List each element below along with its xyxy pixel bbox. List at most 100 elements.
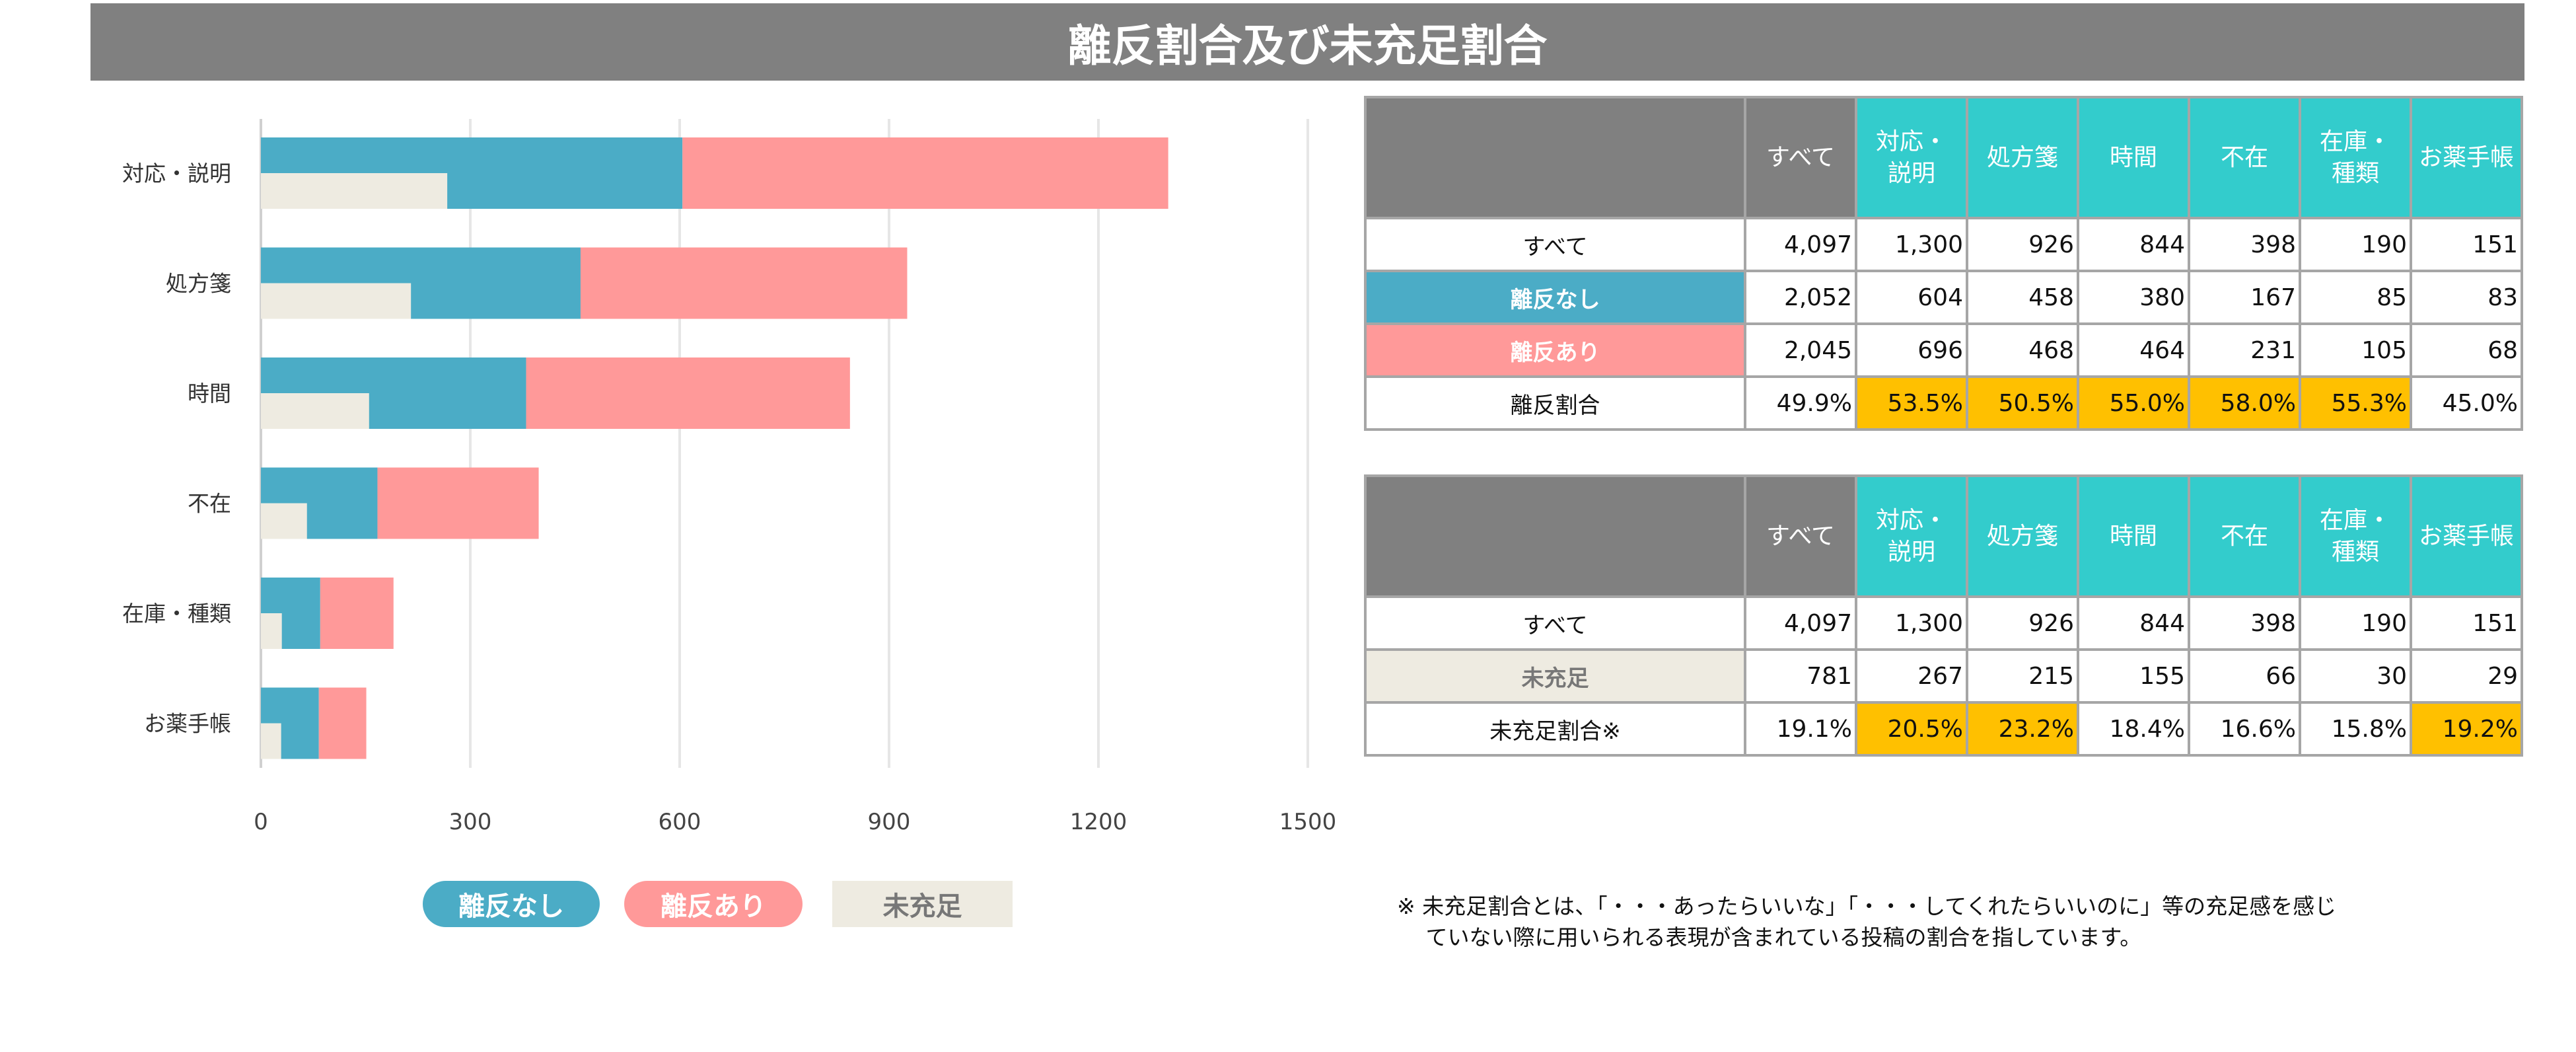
table-cell: 151: [2410, 595, 2523, 651]
bar-churn: [318, 687, 367, 759]
row-label: すべて: [1364, 595, 1746, 651]
column-header: 在庫・ 種類: [2299, 474, 2412, 598]
table-cell: 398: [2188, 217, 2301, 272]
table-row: 未充足 781 267 215 155 66 30 29: [1364, 648, 2523, 704]
table-cell: 151: [2410, 217, 2523, 272]
table-cell: 83: [2410, 270, 2523, 325]
table-cell: 45.0%: [2410, 375, 2523, 431]
table-cell: 49.9%: [1744, 375, 1857, 431]
page-title: 離反割合及び未充足割合: [90, 3, 2524, 81]
table-cell: 30: [2299, 648, 2412, 704]
legend-label: 未充足: [882, 891, 962, 922]
table-cell: 155: [2077, 648, 2190, 704]
table-cell: 380: [2077, 270, 2190, 325]
row-label: 未充足: [1364, 648, 1746, 704]
table-cell: 19.1%: [1744, 701, 1857, 757]
table-cell: 468: [1966, 322, 2079, 378]
table-cell: 1,300: [1855, 595, 1968, 651]
header-row: すべて 対応・ 説明 処方箋 時間 不在 在庫・ 種類 お薬手帳: [1364, 96, 2523, 219]
footnote: ※ 未充足割合とは、「・・・あったらいいな」「・・・してくれたらいいのに」等の充…: [1397, 891, 2533, 953]
header-row: すべて 対応・ 説明 処方箋 時間 不在 在庫・ 種類 お薬手帳: [1364, 474, 2523, 598]
column-header: 時間: [2077, 96, 2190, 219]
bar-churn: [526, 357, 850, 429]
table-row: 未充足割合※ 19.1% 20.5% 23.2% 18.4% 16.6% 15.8% 19.2…: [1364, 701, 2523, 757]
category-label: 対応・説明: [122, 161, 231, 186]
row-label: 離反なし: [1364, 270, 1746, 325]
corner-cell: [1364, 96, 1746, 219]
bar-unmet: [261, 393, 369, 429]
table-cell: 15.8%: [2299, 701, 2412, 757]
table-cell: 190: [2299, 217, 2412, 272]
legend-label: 離反なし: [458, 891, 564, 922]
bar-churn: [682, 137, 1168, 209]
column-header: 在庫・ 種類: [2299, 96, 2412, 219]
corner-cell: [1364, 474, 1746, 598]
category-label: 不在: [188, 491, 231, 517]
column-header: 対応・ 説明: [1855, 474, 1968, 598]
table-cell: 926: [1966, 595, 2079, 651]
table-cell: 105: [2299, 322, 2412, 378]
x-tick-label: 900: [868, 809, 911, 835]
table-cell: 167: [2188, 270, 2301, 325]
bar-churn: [580, 247, 908, 319]
x-tick-label: 1500: [1279, 809, 1337, 835]
table-cell: 20.5%: [1855, 701, 1968, 757]
bar-unmet: [261, 283, 411, 319]
table-cell: 53.5%: [1855, 375, 1968, 431]
column-header: 不在: [2188, 96, 2301, 219]
table-cell: 267: [1855, 648, 1968, 704]
category-label: お薬手帳: [144, 711, 231, 737]
table-cell: 50.5%: [1966, 375, 2079, 431]
x-tick-label: 600: [659, 809, 701, 835]
table-cell: 58.0%: [2188, 375, 2301, 431]
category-label: 時間: [188, 381, 231, 406]
table-row: 離反割合 49.9% 53.5% 50.5% 55.0% 58.0% 55.3% 45.0%: [1364, 375, 2523, 431]
table-cell: 190: [2299, 595, 2412, 651]
table-cell: 16.6%: [2188, 701, 2301, 757]
table-row: 離反なし 2,052 604 458 380 167 85 83: [1364, 270, 2523, 325]
table-cell: 458: [1966, 270, 2079, 325]
column-header: 対応・ 説明: [1855, 96, 1968, 219]
bar-unmet: [261, 173, 448, 209]
legend-label: 離反あり: [661, 891, 766, 922]
table-row: すべて 4,097 1,300 926 844 398 190 151: [1364, 217, 2523, 272]
column-header: 不在: [2188, 474, 2301, 598]
bar-churn: [377, 467, 539, 539]
unmet-table: すべて 対応・ 説明 処方箋 時間 不在 在庫・ 種類 お薬手帳 すべて 4,097 1,300 9…: [1364, 474, 2523, 757]
row-label: すべて: [1364, 217, 1746, 272]
table-cell: 66: [2188, 648, 2301, 704]
table-cell: 4,097: [1744, 595, 1857, 651]
churn-table: すべて 対応・ 説明 処方箋 時間 不在 在庫・ 種類 お薬手帳 すべて 4,097 1,300 9…: [1364, 96, 2523, 431]
table-cell: 23.2%: [1966, 701, 2079, 757]
table-cell: 1,300: [1855, 217, 1968, 272]
bar-unmet: [261, 503, 307, 539]
table-cell: 85: [2299, 270, 2412, 325]
table-row: すべて 4,097 1,300 926 844 398 190 151: [1364, 595, 2523, 651]
legend-no-churn[interactable]: 離反なし: [423, 881, 600, 927]
table-cell: 844: [2077, 217, 2190, 272]
legend-unmet[interactable]: 未充足: [832, 881, 1013, 927]
column-header: お薬手帳: [2410, 96, 2523, 219]
bar-unmet: [261, 613, 282, 649]
column-header: すべて: [1744, 474, 1857, 598]
table-cell: 19.2%: [2410, 701, 2523, 757]
column-header: 処方箋: [1966, 474, 2079, 598]
x-tick-label: 1200: [1070, 809, 1127, 835]
table-cell: 18.4%: [2077, 701, 2190, 757]
table-cell: 4,097: [1744, 217, 1857, 272]
column-header: 処方箋: [1966, 96, 2079, 219]
row-label: 未充足割合※: [1364, 701, 1746, 757]
footnote-line: ていない際に用いられる表現が含まれている投稿の割合を指しています。: [1397, 924, 2142, 950]
table-cell: 2,045: [1744, 322, 1857, 378]
table-cell: 398: [2188, 595, 2301, 651]
bar-unmet: [261, 723, 281, 759]
category-label: 処方箋: [166, 271, 231, 297]
column-header: すべて: [1744, 96, 1857, 219]
table-cell: 696: [1855, 322, 1968, 378]
row-label: 離反割合: [1364, 375, 1746, 431]
legend-churn[interactable]: 離反あり: [624, 881, 803, 927]
table-cell: 604: [1855, 270, 1968, 325]
footnote-line: ※ 未充足割合とは、「・・・あったらいいな」「・・・してくれたらいいのに」等の充…: [1397, 893, 2337, 919]
table-cell: 68: [2410, 322, 2523, 378]
